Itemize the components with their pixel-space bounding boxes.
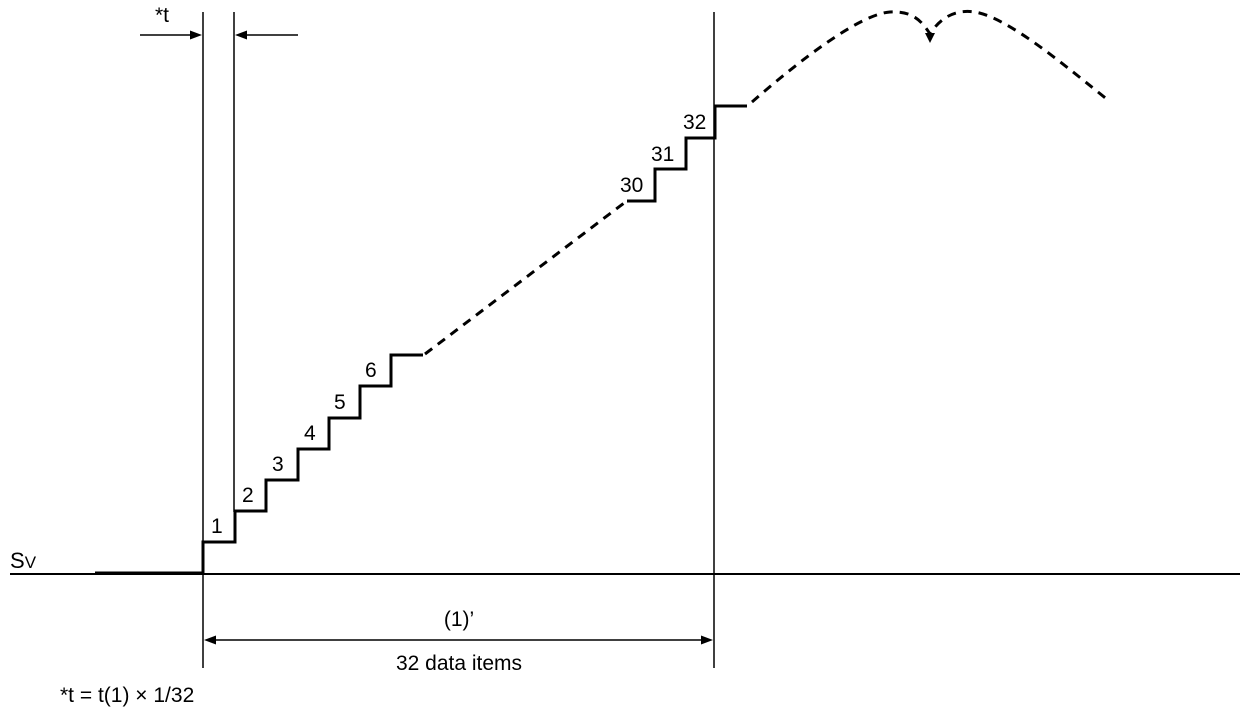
- curve-pointer: [925, 33, 935, 43]
- staircase-last-steps: [627, 104, 747, 203]
- formula-label: *t = t(1) × 1/32: [60, 684, 194, 707]
- span-arrowhead-left: [204, 635, 216, 645]
- step-label-6: 6: [365, 359, 377, 382]
- axis-name-sub: V: [25, 553, 37, 572]
- span-arrowhead-right: [701, 635, 713, 645]
- staircase-first-steps: [201, 353, 423, 573]
- axis-name: SV: [10, 548, 37, 573]
- step-label-2: 2: [242, 484, 254, 507]
- step-label-4: 4: [304, 422, 316, 445]
- axis-name-main: S: [10, 548, 25, 573]
- dashed-ramp: [424, 198, 629, 356]
- dashed-continuation-curve: [751, 9, 1109, 104]
- step-label-31: 31: [651, 143, 674, 166]
- t-arrowhead-right: [235, 30, 247, 40]
- span-top-label: (1)’: [444, 608, 474, 631]
- step-label-32: 32: [683, 111, 706, 134]
- step-label-3: 3: [272, 453, 284, 476]
- step-label-30: 30: [620, 174, 643, 197]
- t-marker-label: *t: [155, 4, 169, 27]
- span-bottom-label: 32 data items: [396, 652, 522, 675]
- step-label-1: 1: [211, 515, 223, 538]
- step-label-5: 5: [334, 391, 346, 414]
- t-arrowhead-left: [190, 30, 202, 40]
